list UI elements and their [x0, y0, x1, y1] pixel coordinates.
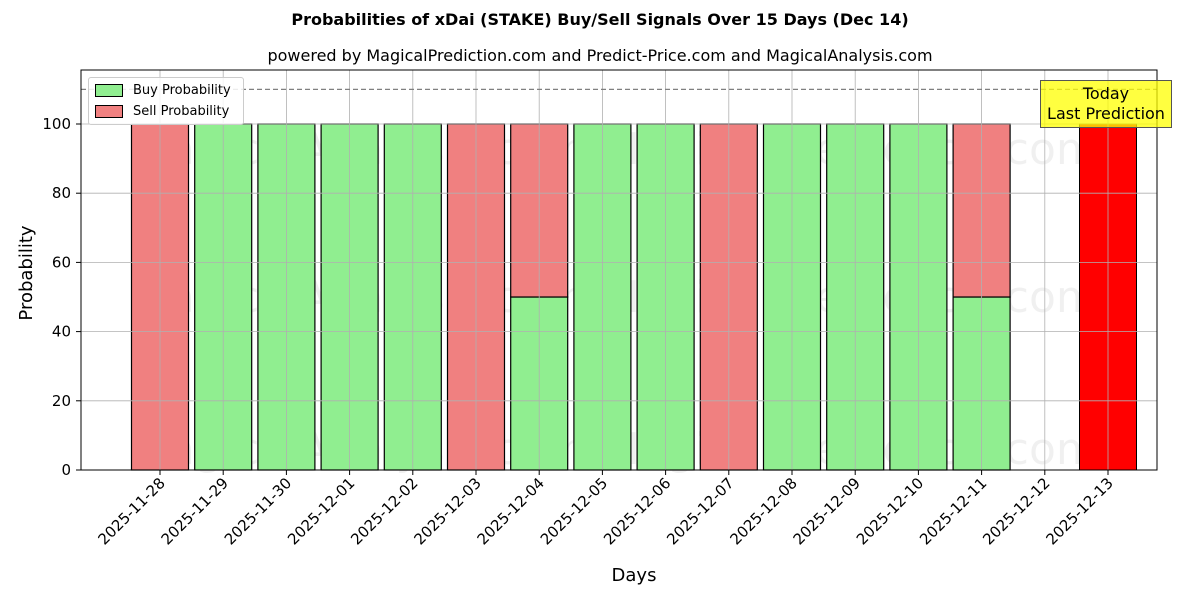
x-tick-label: 2025-12-07 — [663, 474, 737, 548]
x-axis-label: Days — [612, 565, 657, 586]
legend-sell-label: Sell Probability — [133, 104, 230, 119]
x-tick-label: 2025-12-06 — [600, 474, 674, 548]
y-tick-label: 40 — [52, 323, 71, 341]
chart-title: Probabilities of xDai (STAKE) Buy/Sell S… — [291, 10, 909, 29]
legend-item-buy: Buy Probability — [95, 83, 231, 98]
x-tick-label: 2025-12-09 — [790, 474, 864, 548]
y-axis-label: Probability — [16, 225, 37, 320]
x-tick-label: 2025-12-12 — [979, 474, 1053, 548]
x-tick-label: 2025-12-04 — [474, 474, 548, 548]
today-annotation: Today Last Prediction — [1040, 80, 1172, 128]
plot-frame — [80, 69, 1158, 471]
sell-swatch — [95, 105, 123, 118]
x-tick-label: 2025-11-29 — [158, 474, 232, 548]
legend-item-sell: Sell Probability — [95, 104, 229, 119]
y-tick-label: 100 — [42, 115, 71, 133]
x-tick-label: 2025-12-13 — [1042, 474, 1116, 548]
y-tick-label: 80 — [52, 184, 71, 202]
y-tick-label: 20 — [52, 392, 71, 410]
x-tick-label: 2025-12-05 — [537, 474, 611, 548]
chart-subtitle: powered by MagicalPrediction.com and Pre… — [267, 46, 933, 65]
y-tick-label: 0 — [61, 461, 71, 479]
legend-buy-label: Buy Probability — [133, 83, 231, 98]
x-tick-label: 2025-11-30 — [221, 474, 295, 548]
x-tick-label: 2025-11-28 — [94, 474, 168, 548]
x-tick-label: 2025-12-03 — [410, 474, 484, 548]
buy-swatch — [95, 84, 123, 97]
annotation-line1: Today — [1082, 84, 1130, 103]
y-tick-label: 60 — [52, 253, 71, 271]
x-tick-label: 2025-12-10 — [853, 474, 927, 548]
x-tick-label: 2025-12-01 — [284, 474, 358, 548]
x-tick-label: 2025-12-02 — [347, 474, 421, 548]
annotation-line2: Last Prediction — [1047, 104, 1165, 123]
x-tick-label: 2025-12-08 — [726, 474, 800, 548]
x-tick-label: 2025-12-11 — [916, 474, 990, 548]
legend: Buy Probability Sell Probability — [88, 77, 244, 125]
